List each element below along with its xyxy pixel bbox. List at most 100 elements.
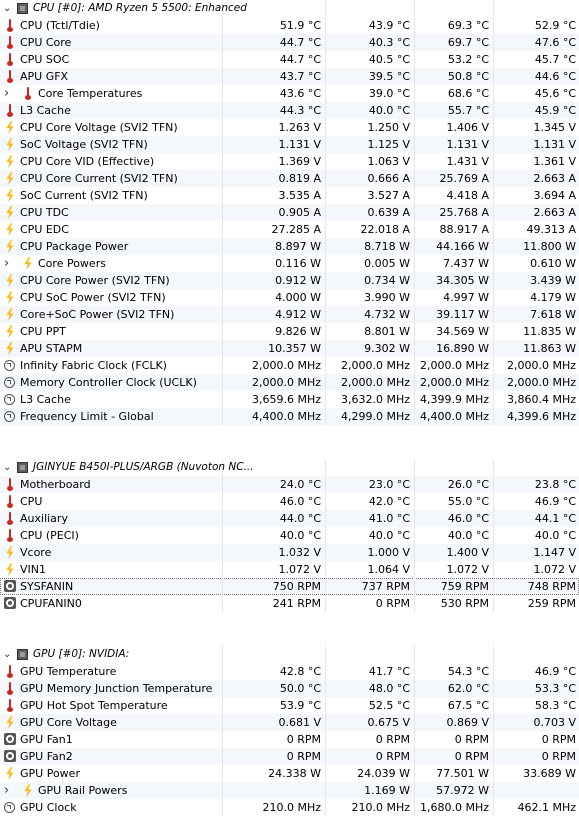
sensor-row[interactable]: Infinity Fabric Clock (FCLK) 2,000.0 MHz 2…: [0, 357, 579, 374]
sensor-row[interactable]: CPU Core 44.7 °C 40.3 °C 69.7 °C 47.6 °C: [0, 34, 579, 51]
chevron-right-icon[interactable]: ›: [4, 783, 10, 798]
maximum-value: 7.437 W: [415, 255, 494, 272]
maximum-value: 88.917 A: [415, 221, 494, 238]
sensor-row[interactable]: CPU PPT 9.826 W 8.801 W 34.569 W 11.835 W: [0, 323, 579, 340]
sensor-name-cell: GPU Memory Junction Temperature: [0, 680, 223, 697]
sensor-row[interactable]: › GPU Rail Powers 1.169 W 57.972 W: [0, 782, 579, 799]
sensor-row[interactable]: L3 Cache 44.3 °C 40.0 °C 55.7 °C 45.9 °C: [0, 102, 579, 119]
average-value: 2.663 A: [533, 206, 576, 219]
sensor-row[interactable]: CPU Package Power 8.897 W 8.718 W 44.166 W 1…: [0, 238, 579, 255]
current-value: 0 RPM: [223, 731, 326, 748]
current-value: 0.116 W: [223, 255, 326, 272]
sensor-row[interactable]: GPU Clock 210.0 MHz 210.0 MHz 1,680.0 MHz 46…: [0, 799, 579, 816]
sensor-name-cell: SoC Current (SVI2 TFN): [0, 187, 223, 204]
current-value: 1.263 V: [223, 119, 326, 136]
minimum-value: 23.0 °C: [326, 476, 415, 493]
sensor-row[interactable]: GPU Hot Spot Temperature 53.9 °C 52.5 °C 67…: [0, 697, 579, 714]
minimum-value: 41.7 °C: [326, 663, 415, 680]
sensor-row[interactable]: APU GFX 43.7 °C 39.5 °C 50.8 °C 44.6 °C: [0, 68, 579, 85]
sensor-row[interactable]: › Core Powers 0.116 W 0.005 W 7.437 W 0.610 W: [0, 255, 579, 272]
maximum-value: 54.3 °C: [415, 663, 494, 680]
sensor-label: CPU Package Power: [20, 240, 129, 253]
sensor-group-row[interactable]: ⌄ CPU [#0]: AMD Ryzen 5 5500: Enhanced: [0, 0, 579, 17]
fan-icon: [4, 580, 16, 592]
sensor-row[interactable]: Memory Controller Clock (UCLK) 2,000.0 MH…: [0, 374, 579, 391]
sensor-label: JGINYUE B450I-PLUS/ARGB (Nuvoton NC...: [33, 461, 254, 473]
chevron-right-icon[interactable]: ›: [4, 256, 10, 271]
sensor-group-row[interactable]: ⌄ JGINYUE B450I-PLUS/ARGB (Nuvoton NC...: [0, 459, 579, 476]
sensor-row[interactable]: Vcore 1.032 V 1.000 V 1.400 V 1.147 V: [0, 544, 579, 561]
chevron-down-icon[interactable]: ⌄: [3, 3, 12, 14]
maximum-value: 69.7 °C: [415, 34, 494, 51]
maximum-value: 0.869 V: [415, 714, 494, 731]
minimum-value: 40.0 °C: [326, 102, 415, 119]
sensor-row[interactable]: CPU Core Voltage (SVI2 TFN) 1.263 V 1.250 …: [0, 119, 579, 136]
sensor-row[interactable]: APU STAPM 10.357 W 9.302 W 16.890 W 11.863 W: [0, 340, 579, 357]
sensor-label: APU GFX: [20, 70, 69, 83]
average-value: 46.9 °C: [534, 665, 576, 678]
chevron-right-icon[interactable]: ›: [4, 86, 10, 101]
current-value: 50.0 °C: [223, 680, 326, 697]
sensor-row[interactable]: SYSFANIN 750 RPM 737 RPM 759 RPM 748 RPM: [0, 578, 579, 595]
sensor-row[interactable]: CPU SOC 44.7 °C 40.5 °C 53.2 °C 45.7 °C: [0, 51, 579, 68]
minimum-value: 9.302 W: [326, 340, 415, 357]
sensor-row[interactable]: GPU Fan2 0 RPM 0 RPM 0 RPM 0 RPM: [0, 748, 579, 765]
sensor-row[interactable]: CPU SoC Power (SVI2 TFN) 4.000 W 3.990 W 4.…: [0, 289, 579, 306]
sensor-row[interactable]: CPU TDC 0.905 A 0.639 A 25.768 A 2.663 A: [0, 204, 579, 221]
sensor-name-cell: GPU Clock: [0, 799, 223, 816]
fan-icon: [4, 750, 16, 762]
sensor-row[interactable]: CPU (Tctl/Tdie) 51.9 °C 43.9 °C 69.3 °C 52.9…: [0, 17, 579, 34]
sensor-row[interactable]: CPUFANIN0 241 RPM 0 RPM 530 RPM 259 RPM: [0, 595, 579, 612]
sensor-group-row[interactable]: ⌄ GPU [#0]: NVIDIA:: [0, 646, 579, 663]
average-value: 33.689 W: [523, 767, 576, 780]
maximum-value: 55.7 °C: [415, 102, 494, 119]
thermometer-icon: [4, 36, 16, 49]
current-value: 8.897 W: [223, 238, 326, 255]
sensor-label: GPU Memory Junction Temperature: [20, 682, 213, 695]
sensor-name-cell: GPU Fan2: [0, 748, 223, 765]
maximum-value: 69.3 °C: [415, 17, 494, 34]
sensor-row[interactable]: GPU Fan1 0 RPM 0 RPM 0 RPM 0 RPM: [0, 731, 579, 748]
sensor-row[interactable]: CPU Core Current (SVI2 TFN) 0.819 A 0.666 …: [0, 170, 579, 187]
sensor-row[interactable]: VIN1 1.072 V 1.064 V 1.072 V 1.072 V: [0, 561, 579, 578]
sensor-row[interactable]: GPU Memory Junction Temperature 50.0 °C 48…: [0, 680, 579, 697]
chevron-down-icon[interactable]: ⌄: [3, 462, 12, 473]
sensor-row[interactable]: CPU Core VID (Effective) 1.369 V 1.063 V 1.…: [0, 153, 579, 170]
average-value: 0.610 W: [530, 257, 576, 270]
current-value: 0 RPM: [223, 748, 326, 765]
sensor-row[interactable]: Auxiliary 44.0 °C 41.0 °C 46.0 °C 44.1 °C: [0, 510, 579, 527]
sensor-name-cell: APU STAPM: [0, 340, 223, 357]
sensor-label: GPU Clock: [20, 801, 77, 814]
lightning-icon: [6, 291, 14, 304]
sensor-row[interactable]: Motherboard 24.0 °C 23.0 °C 26.0 °C 23.8 °C: [0, 476, 579, 493]
lightning-icon: [24, 257, 32, 270]
minimum-value: 4.732 W: [326, 306, 415, 323]
sensor-name-cell: ⌄ JGINYUE B450I-PLUS/ARGB (Nuvoton NC...: [0, 459, 254, 476]
sensor-row[interactable]: › Core Temperatures 43.6 °C 39.0 °C 68.6 °C 4…: [0, 85, 579, 102]
sensor-label: GPU Fan2: [20, 750, 73, 763]
maximum-value: 50.8 °C: [415, 68, 494, 85]
maximum-value: 1.400 V: [415, 544, 494, 561]
average-value: 44.1 °C: [534, 512, 576, 525]
minimum-value: 43.9 °C: [326, 17, 415, 34]
sensor-row[interactable]: SoC Current (SVI2 TFN) 3.535 A 3.527 A 4.41…: [0, 187, 579, 204]
sensor-row[interactable]: CPU EDC 27.285 A 22.018 A 88.917 A 49.313 A: [0, 221, 579, 238]
sensor-row[interactable]: GPU Core Voltage 0.681 V 0.675 V 0.869 V 0.7…: [0, 714, 579, 731]
average-value: 45.9 °C: [534, 104, 576, 117]
sensor-row[interactable]: GPU Power 24.338 W 24.039 W 77.501 W 33.689 …: [0, 765, 579, 782]
sensor-label: CPU SOC: [20, 53, 70, 66]
sensor-row[interactable]: CPU 46.0 °C 42.0 °C 55.0 °C 46.9 °C: [0, 493, 579, 510]
sensor-row[interactable]: CPU (PECI) 40.0 °C 40.0 °C 40.0 °C 40.0 °C: [0, 527, 579, 544]
sensor-row[interactable]: SoC Voltage (SVI2 TFN) 1.131 V 1.125 V 1.13…: [0, 136, 579, 153]
sensor-name-cell: Frequency Limit - Global: [0, 408, 223, 425]
lightning-icon: [6, 138, 14, 151]
minimum-value: 48.0 °C: [326, 680, 415, 697]
sensor-row[interactable]: Frequency Limit - Global 4,400.0 MHz 4,299…: [0, 408, 579, 425]
sensor-row[interactable]: GPU Temperature 42.8 °C 41.7 °C 54.3 °C 46.9…: [0, 663, 579, 680]
minimum-value: 1.063 V: [326, 153, 415, 170]
sensor-row[interactable]: L3 Cache 3,659.6 MHz 3,632.0 MHz 4,399.9 MH…: [0, 391, 579, 408]
minimum-value: 3,632.0 MHz: [326, 391, 415, 408]
chevron-down-icon[interactable]: ⌄: [3, 649, 12, 660]
